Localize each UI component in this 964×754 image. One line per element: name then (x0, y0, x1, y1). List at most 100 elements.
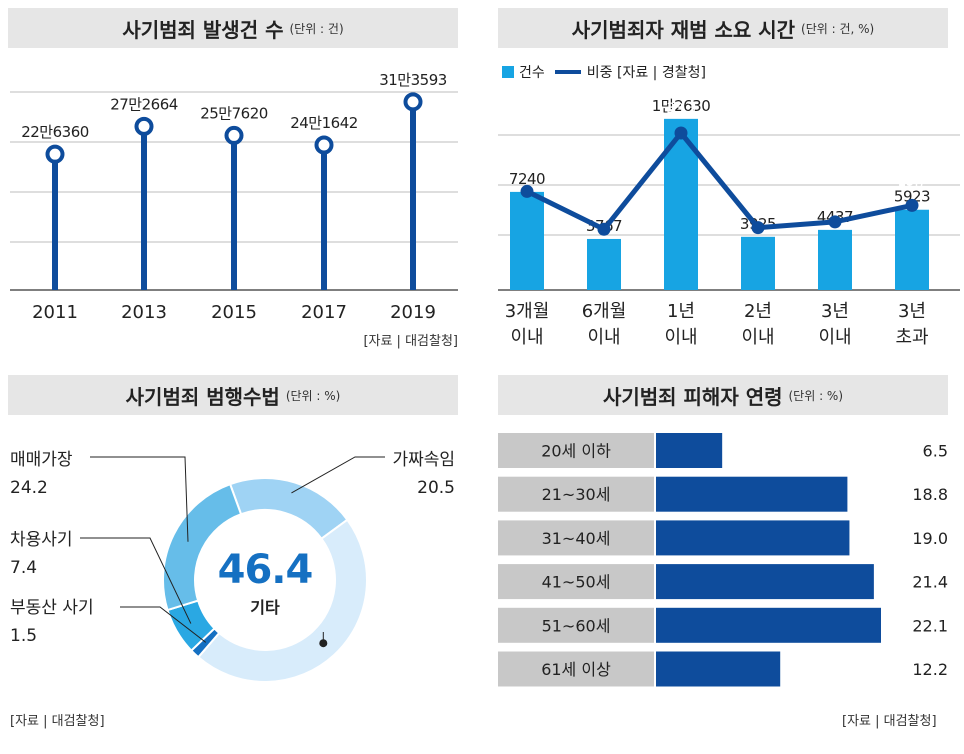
slice-name-label: 부동산 사기 (10, 598, 94, 618)
lollipop-head (314, 135, 334, 155)
slice-name-label: 차용사기 (10, 530, 73, 550)
panel3-source: [자료 | 대검찰청] (10, 714, 105, 729)
center-value: 46.4 (218, 547, 313, 593)
leader-line (120, 606, 207, 643)
panel3-title: 사기범죄 범행수법 (125, 384, 280, 409)
age-value-label: 18.8 (912, 485, 948, 504)
center-label: 기타 (250, 598, 280, 617)
x-tick-label-line2: 이내 (741, 327, 774, 348)
count-bar (587, 238, 621, 290)
age-value-label: 21.4 (912, 573, 948, 592)
share-point (828, 215, 842, 229)
age-label-bg (498, 433, 654, 468)
share-point (674, 126, 688, 140)
lollipop-head (134, 116, 154, 136)
panel1-title-bar: 사기범죄 발생건 수 (단위 : 건) (8, 8, 458, 48)
share-point (751, 221, 765, 235)
donut-slice (196, 518, 368, 683)
leader-line (80, 537, 192, 624)
share-label: 33.3 (666, 101, 695, 117)
age-value-label: 19.0 (912, 529, 948, 548)
age-value-label: 22.1 (912, 616, 948, 635)
panel4-title-bar: 사기범죄 피해자 연령 (단위 : %) (498, 375, 948, 415)
age-bar (656, 607, 881, 643)
value-label: 27만2664 (110, 95, 178, 113)
count-bar (818, 229, 852, 290)
share-point (597, 222, 611, 236)
panel4-source: [자료 | 대검찰청] (842, 714, 937, 729)
panel2-title-bar: 사기범죄자 재범 소요 시간 (단위 : 건, %) (498, 8, 948, 48)
count-bar (895, 209, 929, 290)
legend-line-label: 비중 [자료 | 경찰청] (586, 65, 706, 81)
x-tick-label-line2: 이내 (818, 327, 851, 348)
panel3-title-bar: 사기범죄 범행수법 (단위 : %) (8, 375, 458, 415)
share-label: 19.1 (512, 159, 541, 175)
panel4-title: 사기범죄 피해자 연령 (602, 384, 783, 409)
share-point (520, 184, 534, 198)
slice-value-label: 7.4 (10, 558, 37, 578)
age-label-bg (498, 520, 654, 556)
lollipop-head (45, 144, 65, 164)
victim-age-chart: 20세 이하 6.5 21~30세 18.8 31~40세 19.0 41~50세 21.4 5… (498, 433, 948, 687)
x-tick-label-line1: 1년 (667, 301, 695, 322)
age-value-label: 6.5 (923, 442, 948, 461)
age-category-label: 51~60세 (542, 616, 611, 635)
count-bar (510, 191, 544, 290)
panel3-unit: (단위 : %) (285, 388, 341, 403)
age-label-bg (498, 564, 654, 600)
count-label: 1만2630 (652, 97, 711, 115)
panel2-legend: 건수 비중 [자료 | 경찰청] (502, 62, 706, 82)
age-label-bg (498, 476, 654, 512)
donut-slice (162, 482, 243, 612)
x-tick-label-line2: 이내 (587, 327, 620, 348)
occurrence-chart: 22만6360 2011 27만2664 2013 25만7620 2015 24만1642… (10, 71, 458, 349)
panel2-title: 사기범죄자 재범 소요 시간 (571, 17, 796, 42)
leader-line (291, 456, 385, 494)
age-category-label: 20세 이하 (541, 442, 611, 461)
value-label: 24만1642 (290, 114, 358, 132)
x-tick-label: 2013 (121, 302, 167, 323)
legend-bar-swatch (502, 66, 514, 78)
slice-value-label: 1.5 (10, 626, 37, 646)
x-tick-label: 2015 (211, 302, 257, 323)
age-bar (656, 564, 874, 600)
lollipop-head (403, 92, 423, 112)
reoffense-chart: 724037671만263039254437592319.19.933.310.… (498, 97, 960, 348)
share-line (525, 130, 913, 232)
age-category-label: 21~30세 (542, 485, 611, 504)
age-bar (656, 520, 850, 556)
slice-name-label: 매매가장 (10, 450, 73, 470)
slice-value-label: 24.2 (10, 478, 48, 498)
age-bar (656, 433, 723, 468)
panel1-unit: (단위 : 건) (289, 21, 344, 36)
slice-name-label: 가짜속임 (392, 450, 455, 470)
method-donut-chart: 46.4 기타 가짜속임 20.5 매매가장 24.2 차용사기 7.4 부동산 사기 1.5 (10, 450, 455, 683)
x-tick-label-line1: 3년 (821, 301, 849, 322)
share-label: 10.3 (743, 196, 772, 212)
donut-slice (228, 477, 349, 541)
value-label: 22만6360 (21, 123, 89, 141)
count-bar (741, 236, 775, 290)
share-label: 11.7 (820, 190, 849, 206)
age-category-label: 41~50세 (542, 573, 611, 592)
x-tick-label: 2017 (301, 302, 347, 323)
x-tick-label-line1: 3년 (898, 301, 926, 322)
x-tick-label: 2019 (390, 302, 436, 323)
legend-bar-label: 건수 (519, 65, 545, 81)
etc-leader-dot (319, 639, 328, 648)
leader-line (90, 456, 189, 542)
age-bar (656, 476, 848, 512)
count-label: 7240 (509, 170, 545, 188)
x-tick-label-line1: 3개월 (505, 301, 550, 322)
age-bar (656, 651, 781, 687)
value-label: 25만7620 (200, 104, 268, 122)
panel4-unit: (단위 : %) (788, 388, 844, 403)
x-tick-label-line1: 2년 (744, 301, 772, 322)
lollipop-head (224, 125, 244, 145)
share-label: 15.7 (897, 173, 926, 189)
x-tick-label-line2: 이내 (510, 327, 543, 348)
x-tick-label-line1: 6개월 (582, 301, 627, 322)
value-label: 31만3593 (379, 71, 447, 89)
age-label-bg (498, 651, 654, 687)
age-value-label: 12.2 (912, 660, 948, 679)
